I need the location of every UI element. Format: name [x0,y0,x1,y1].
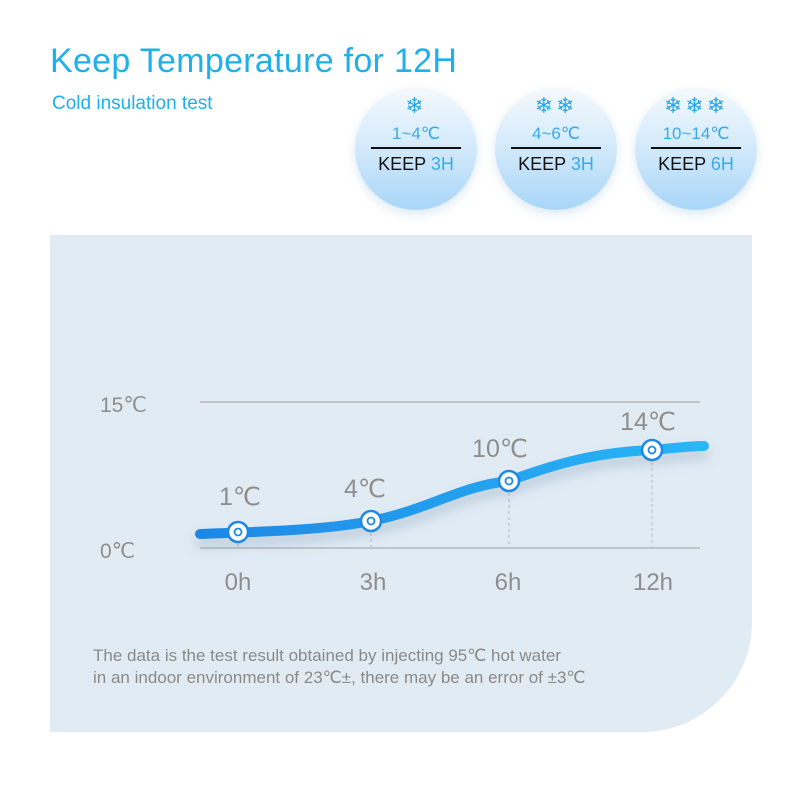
badge-range: 1~4℃ [392,124,440,143]
snowflake-icon: ❄ [405,93,427,118]
y-tick-15: 15℃ [100,394,147,417]
snowflake-icon: ❄❄ [534,93,578,118]
keep-label: KEEP [378,154,426,174]
x-tick-0h: 0h [225,569,252,596]
point-6h [497,469,521,493]
badge-keep: KEEP 3H [495,153,617,175]
badge-divider [511,147,601,149]
badge-level-1: ❄ 1~4℃ KEEP 3H [355,88,477,210]
point-0h [226,520,250,544]
badge-level-2: ❄❄ 4~6℃ KEEP 3H [495,88,617,210]
x-tick-3h: 3h [360,569,387,596]
page-title: Keep Temperature for 12H [50,42,458,80]
footnote: The data is the test result obtained by … [93,645,733,689]
badge-divider [371,147,461,149]
keep-label: KEEP [658,154,706,174]
keep-hours: 3H [430,154,454,174]
badge-range: 4~6℃ [532,124,580,143]
footnote-line-1: The data is the test result obtained by … [93,646,561,665]
x-tick-12h: 12h [633,569,673,596]
point-12h [640,438,664,462]
temperature-line [195,441,709,539]
badge-keep: KEEP 3H [355,153,477,175]
keep-label: KEEP [518,154,566,174]
point-label-6h: 10℃ [472,435,528,463]
x-tick-6h: 6h [495,569,522,596]
badge-divider [651,147,741,149]
badge-keep: KEEP 6H [635,153,757,175]
data-points [226,438,664,544]
point-label-0h: 1℃ [219,483,261,511]
point-3h [359,509,383,533]
point-label-12h: 14℃ [620,408,676,436]
snowflake-icon: ❄❄❄ [663,93,729,118]
point-label-3h: 4℃ [344,475,386,503]
badge-level-3: ❄❄❄ 10~14℃ KEEP 6H [635,88,757,210]
chart-panel [50,235,752,732]
badge-range: 10~14℃ [662,124,730,143]
y-tick-0: 0℃ [100,540,135,563]
keep-hours: 6H [710,154,734,174]
footnote-line-2: in an indoor environment of 23℃±, there … [93,668,586,687]
keep-hours: 3H [570,154,594,174]
page-subtitle: Cold insulation test [52,93,213,114]
